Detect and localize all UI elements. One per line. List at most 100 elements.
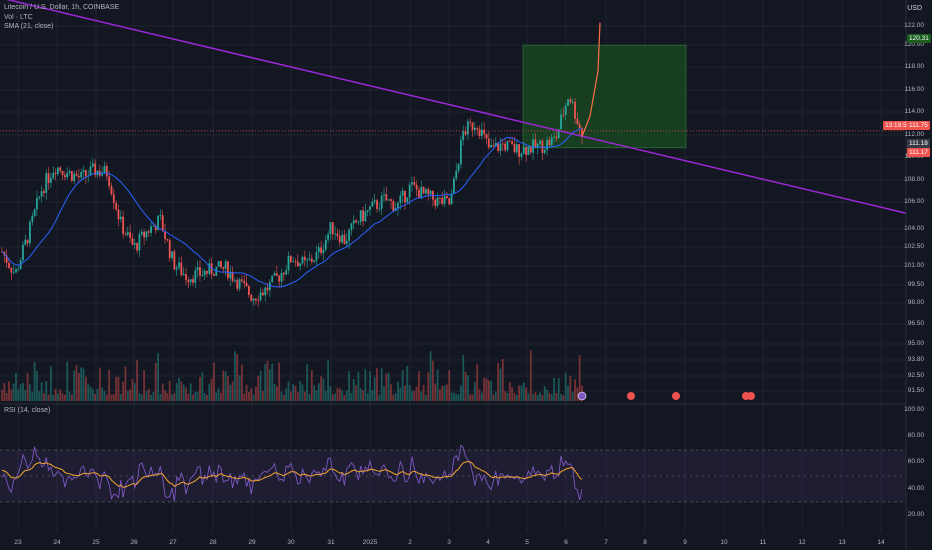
price-tick-label: 122.00: [904, 22, 924, 29]
volume-bar: [66, 361, 69, 401]
volume-bar: [182, 384, 185, 401]
volume-bar: [464, 371, 467, 401]
candle-body: [15, 269, 17, 273]
candle-body: [462, 131, 465, 141]
symbol-legend[interactable]: Litecoin / U.S. Dollar, 1h, COINBASE: [4, 4, 120, 11]
volume-bar: [101, 387, 104, 401]
volume-bar: [29, 384, 31, 401]
date-tick-label: 23: [14, 539, 22, 546]
candle-body: [399, 195, 402, 203]
volume-bar: [15, 373, 17, 401]
volume-bar: [119, 394, 122, 401]
volume-bar: [357, 371, 360, 401]
volume-bar: [33, 362, 36, 401]
date-tick-label: 2: [408, 539, 412, 546]
candle-body: [473, 127, 476, 130]
candle-body: [52, 172, 55, 179]
volume-bar: [294, 385, 297, 401]
stop-price-tag: 111.18: [907, 139, 930, 148]
candle-body: [415, 184, 418, 190]
candle-body: [385, 194, 388, 201]
candle-body: [532, 139, 534, 153]
volume-bar: [57, 393, 59, 401]
candle-body: [492, 145, 495, 147]
volume-bar: [278, 362, 281, 401]
price-tick-label: 114.00: [904, 108, 924, 115]
event-markers[interactable]: [577, 391, 755, 401]
candle-body: [129, 232, 132, 238]
candle-body: [504, 143, 507, 151]
price-tick-label: 108.00: [904, 176, 924, 183]
currency-label[interactable]: USD: [907, 5, 922, 12]
volume-bar: [432, 360, 434, 401]
rsi-ma-line: [1, 461, 583, 488]
rsi-tick-label: 40.00: [907, 485, 924, 492]
trendline[interactable]: [0, 0, 907, 214]
candle-body: [501, 143, 504, 145]
volume-bar: [527, 393, 530, 401]
candle-body: [101, 173, 104, 176]
candle-body: [241, 279, 243, 281]
volume-bar: [380, 368, 383, 401]
volume-bar: [68, 391, 71, 401]
volume-bar: [136, 360, 139, 401]
candle-body: [8, 262, 10, 268]
sma-legend[interactable]: SMA (21, close): [4, 23, 54, 30]
candle-body: [359, 210, 362, 222]
volume-bar: [434, 383, 437, 401]
candle-body: [515, 144, 518, 153]
candle-body: [294, 261, 297, 263]
volume-bar: [560, 393, 562, 401]
candle-body: [199, 267, 201, 276]
volume-bar: [394, 392, 397, 401]
volume-bar: [273, 384, 276, 401]
candle-body: [227, 261, 229, 279]
volume-bar: [63, 394, 66, 401]
candle-body: [529, 146, 532, 153]
candle-body: [404, 190, 406, 203]
price-tick-label: 112.00: [904, 131, 924, 138]
volume-bar: [22, 382, 24, 401]
candle-body: [143, 231, 145, 238]
candle-body: [29, 222, 31, 244]
candle-body: [264, 287, 267, 296]
candle-body: [33, 209, 36, 216]
volume-bar: [96, 388, 99, 401]
volume-bar: [567, 385, 569, 401]
volume-bar: [487, 380, 490, 401]
volume-bar: [534, 392, 537, 401]
candle-body: [43, 191, 45, 194]
volume-bar: [529, 350, 532, 401]
candle-body: [24, 239, 27, 245]
candle-body: [280, 272, 283, 282]
volume-bar: [87, 383, 90, 401]
candle-body: [70, 171, 73, 181]
volume-bar: [208, 383, 211, 401]
candle-body: [425, 189, 427, 194]
candle-body: [59, 167, 62, 171]
volume-bar: [418, 371, 420, 401]
volume-bar: [543, 386, 546, 401]
volume-bar: [248, 391, 250, 401]
candle-body: [75, 173, 78, 176]
volume-bar: [210, 378, 213, 401]
rsi-legend[interactable]: RSI (14, close): [4, 407, 51, 414]
candle-body: [236, 280, 239, 289]
volume-bar: [408, 385, 411, 401]
volume-bar: [143, 369, 145, 401]
volume-legend[interactable]: Vol · LTC: [4, 14, 33, 21]
volume-bar: [220, 392, 222, 401]
volume-bar: [84, 376, 87, 401]
candle-body: [47, 173, 50, 183]
candle-body: [427, 189, 430, 195]
volume-bar: [147, 388, 150, 401]
candle-body: [373, 200, 376, 202]
date-tick-label: 9: [683, 539, 687, 546]
candle-body: [91, 163, 94, 167]
volume-bar: [268, 369, 271, 401]
volume-bar: [203, 392, 206, 401]
candle-body: [315, 252, 318, 261]
candle-body: [480, 129, 483, 137]
